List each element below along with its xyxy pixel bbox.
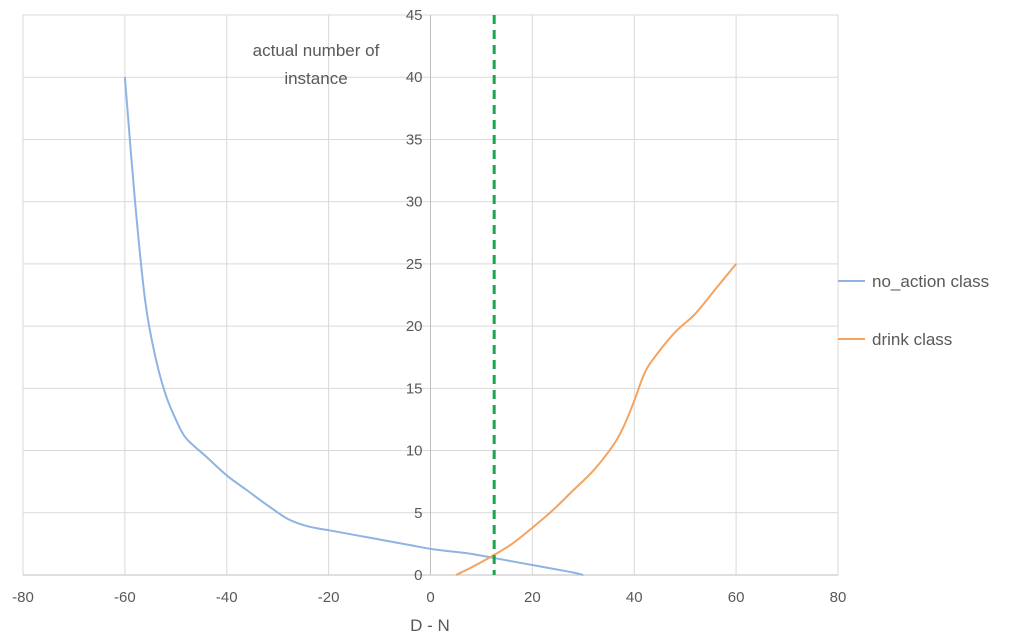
x-tick-label: 40 [626, 589, 643, 606]
x-tick-label: 60 [728, 589, 745, 606]
y-tick-label: 15 [406, 380, 423, 397]
series-lines [123, 77, 737, 576]
x-axis-title: D - N [410, 616, 450, 635]
legend: no_action class drink class [838, 272, 989, 349]
y-tick-label: 10 [406, 443, 423, 460]
x-tick-label: -40 [216, 589, 238, 606]
y-tick-label: 40 [406, 69, 423, 86]
y-tick-label: 45 [406, 7, 423, 24]
y-tick-label: 5 [414, 505, 422, 522]
x-tick-label: 0 [426, 589, 434, 606]
y-tick-label: 20 [406, 318, 423, 335]
y-axis-title-line-2: instance [284, 69, 347, 88]
y-tick-label: 25 [406, 256, 423, 273]
series-line-drink [455, 263, 737, 576]
grid-lines [22, 14, 839, 576]
legend-label-drink: drink class [872, 330, 952, 349]
x-tick-label: -20 [318, 589, 340, 606]
y-tick-label: 30 [406, 194, 423, 211]
legend-label-no-action: no_action class [872, 272, 989, 291]
y-tick-label: 0 [414, 567, 422, 584]
tick-labels: -80 -60 -40 -20 0 20 40 60 80 0 5 10 15 20 25 30 35 40 45 [12, 7, 846, 606]
x-tick-label: -60 [114, 589, 136, 606]
x-tick-label: 80 [830, 589, 847, 606]
x-tick-label: 20 [524, 589, 541, 606]
y-tick-label: 35 [406, 131, 423, 148]
x-tick-label: -80 [12, 589, 34, 606]
y-axis-title-line-1: actual number of [253, 41, 380, 60]
series-line-no-action [123, 77, 584, 576]
